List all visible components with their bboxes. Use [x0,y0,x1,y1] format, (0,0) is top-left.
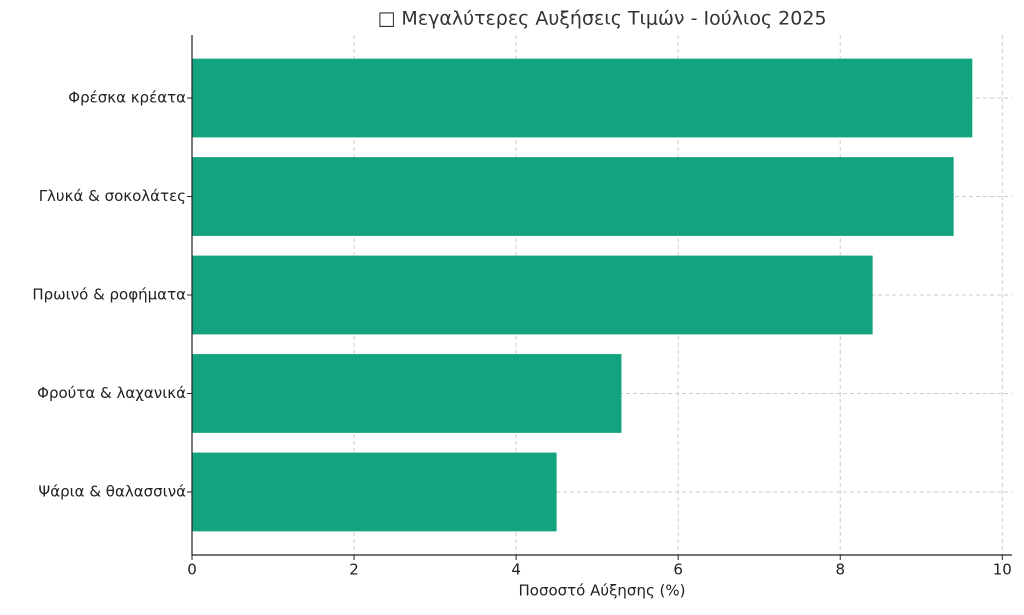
bar [192,157,954,236]
x-tick-label: 6 [673,561,683,579]
x-axis-label: Ποσοστό Αύξησης (%) [519,582,686,600]
x-tick-label: 4 [511,561,521,579]
y-tick-label: Φρέσκα κρέατα [68,89,186,107]
chart-title: □ Μεγαλύτερες Αυξήσεις Τιμών - Ιούλιος 2… [377,8,826,30]
y-tick-label: Ψάρια & θαλασσινά [38,482,186,500]
y-tick-label: Φρούτα & λαχανικά [37,384,186,402]
bar [192,354,622,433]
x-tick-label: 8 [835,561,845,579]
x-tick-label: 10 [993,561,1012,579]
y-tick-label: Γλυκά & σοκολάτες [39,187,186,205]
y-tick-label: Πρωινό & ροφήματα [32,286,186,304]
bar [192,58,973,138]
bar [192,452,557,532]
x-tick-label: 0 [187,561,197,579]
x-tick-label: 2 [349,561,359,579]
bar [192,255,873,335]
